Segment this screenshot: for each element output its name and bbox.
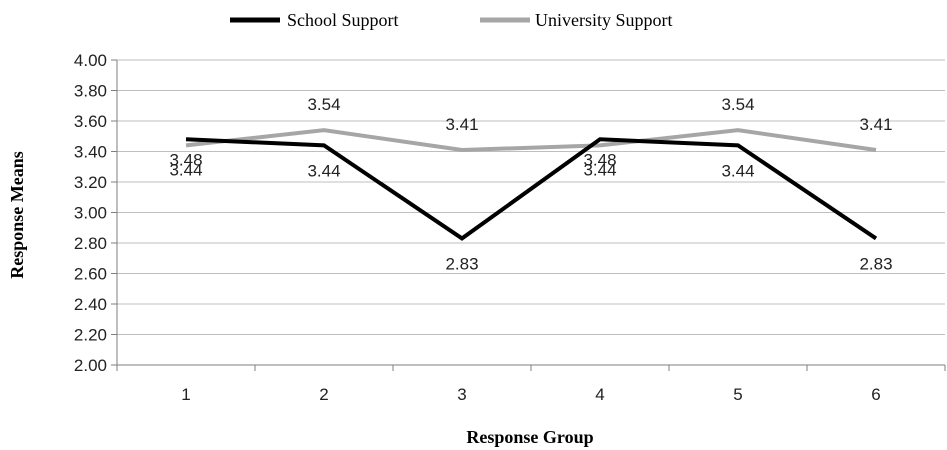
series-line-school-support [185,137,878,241]
y-tick-label: 4.00 [74,51,107,70]
data-label-school-support: 2.83 [859,254,892,273]
legend-label-school-support: School Support [287,10,399,30]
x-tick-label: 4 [595,385,604,404]
y-tick-label: 3.00 [74,204,107,223]
x-tick-label: 6 [871,385,880,404]
data-label-school-support: 3.44 [307,161,340,180]
y-tick-label: 2.40 [74,295,107,314]
x-axis-title: Response Group [466,427,593,447]
data-label-school-support: 3.48 [583,150,616,169]
x-tick-label: 1 [181,385,190,404]
x-tick-label: 2 [319,385,328,404]
data-label-university-support: 3.41 [859,115,892,134]
data-label-school-support: 2.83 [445,254,478,273]
y-tick-label: 3.40 [74,143,107,162]
y-tick-label: 3.60 [74,112,107,131]
y-tick-label: 3.20 [74,173,107,192]
data-label-university-support: 3.41 [445,115,478,134]
y-tick-label: 3.80 [74,82,107,101]
data-label-university-support: 3.54 [307,95,340,114]
data-label-university-support: 3.54 [721,95,754,114]
y-axis-title: Response Means [7,151,27,279]
x-tick-label: 5 [733,385,742,404]
data-label-university-support: 3.44 [583,160,616,179]
legend: School Support University Support [230,10,673,30]
data-label-school-support: 3.48 [169,150,202,169]
series-lines [185,128,878,241]
y-tick-label: 2.00 [74,356,107,375]
y-tick-label: 2.60 [74,265,107,284]
y-tick-label: 2.80 [74,234,107,253]
data-labels: 3.443.483.543.443.412.833.443.483.543.44… [169,95,892,273]
axes: 2.00 2.20 2.40 2.60 2.80 3.00 3.20 3.40 3.60 3.80… [74,51,946,404]
series-line-university-support [185,128,877,152]
data-label-university-support: 3.44 [169,160,202,179]
gridlines [117,59,945,366]
y-tick-label: 2.20 [74,326,107,345]
legend-label-university-support: University Support [535,10,673,30]
data-label-school-support: 3.44 [721,161,754,180]
x-tick-label: 3 [457,385,466,404]
